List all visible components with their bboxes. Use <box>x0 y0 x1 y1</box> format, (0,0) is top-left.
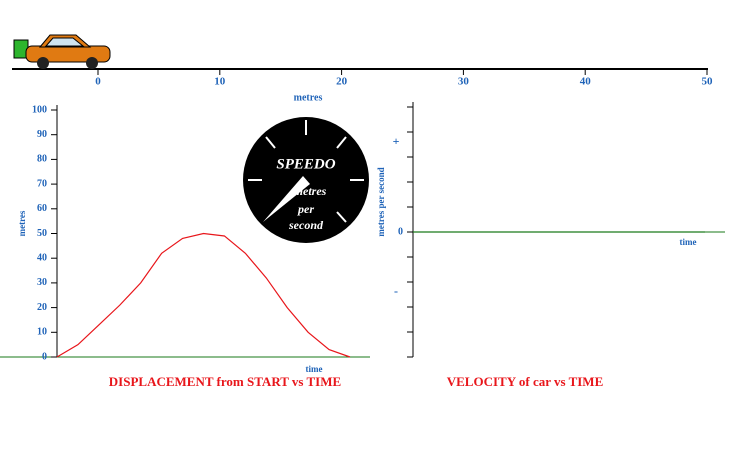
wheel <box>86 57 98 69</box>
ruler-tick-label: 20 <box>336 76 348 88</box>
plus-label: + <box>393 134 400 148</box>
y-tick-label: 10 <box>37 327 47 338</box>
x-axis-label: time <box>306 364 323 374</box>
chart-title: DISPLACEMENT from START vs TIME <box>109 374 341 389</box>
speedo-unit: metres <box>294 184 327 198</box>
y-tick-label: 90 <box>37 129 47 140</box>
x-axis-label: time <box>680 237 697 247</box>
ruler-tick-label: 50 <box>702 76 714 88</box>
ruler-tick-label: 0 <box>95 76 101 88</box>
ruler-tick-label: 10 <box>214 76 226 88</box>
minus-label: - <box>394 284 398 298</box>
ruler-tick-label: 40 <box>580 76 592 88</box>
y-tick-label: 70 <box>37 178 47 189</box>
y-tick-label: 40 <box>37 252 47 263</box>
ruler-tick-label: 30 <box>458 76 470 88</box>
y-tick-label: 0 <box>42 351 47 362</box>
data-line <box>56 232 351 358</box>
y-tick-label: 20 <box>37 302 47 313</box>
y-tick-label: 80 <box>37 154 47 165</box>
speedo-title: SPEEDO <box>276 156 335 172</box>
y-tick-label: 100 <box>32 104 47 115</box>
car-window <box>44 37 85 47</box>
y-tick-label: 30 <box>37 277 47 288</box>
speedo: SPEEDO metres per second <box>243 117 369 243</box>
speedo-unit: second <box>288 218 324 232</box>
y-tick-label: 60 <box>37 203 47 214</box>
car <box>13 34 111 69</box>
ruler-label: metres <box>294 92 323 103</box>
wheel <box>37 57 49 69</box>
y-axis-label: metres <box>17 210 27 236</box>
y-tick-label: 50 <box>37 228 47 239</box>
chart-title: VELOCITY of car vs TIME <box>447 374 604 389</box>
y-axis-label: metres per second <box>376 167 386 236</box>
y-tick-label: 0 <box>398 226 403 237</box>
speedo-unit: per <box>297 202 314 216</box>
